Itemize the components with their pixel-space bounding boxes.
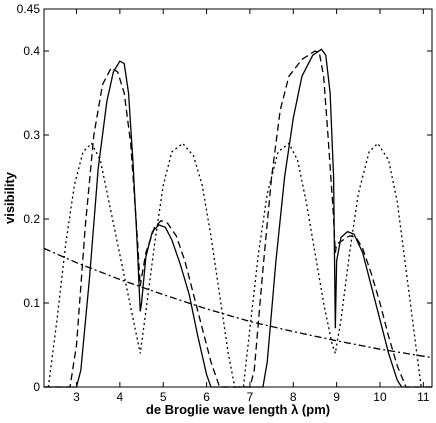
ticks-layer: 3 4 5 6 7 8 9 10 11 0 0.1 0.2 0.3 0.4 0.45 [17,2,432,404]
series-line-dotted [47,142,422,388]
y-tick-label: 0.2 [23,212,40,226]
x-tick-label: 11 [417,390,430,404]
y-tick-label: 0.4 [23,44,40,58]
series-layer [43,48,433,388]
x-tick-label: 4 [117,390,124,404]
x-tick-label: 7 [247,390,254,404]
x-tick-label: 9 [333,390,340,404]
x-tick-label: 8 [290,390,297,404]
y-tick-label: 0.1 [23,296,40,310]
x-tick-label: 5 [160,390,167,404]
x-tick-label: 10 [373,390,387,404]
y-tick-label: 0.45 [17,2,41,16]
y-tick-label: 0.3 [23,128,40,142]
series-line-dashed [44,50,432,388]
series-line-solid [44,48,432,388]
x-tick-label: 3 [73,390,80,404]
y-axis-label: visibility [2,171,17,224]
series-line-dashdot [43,247,433,359]
x-tick-label: 6 [203,390,210,404]
y-tick-label: 0 [33,380,40,394]
x-axis-label: de Broglie wave length λ (pm) [146,402,330,417]
plot-frame [43,8,433,388]
